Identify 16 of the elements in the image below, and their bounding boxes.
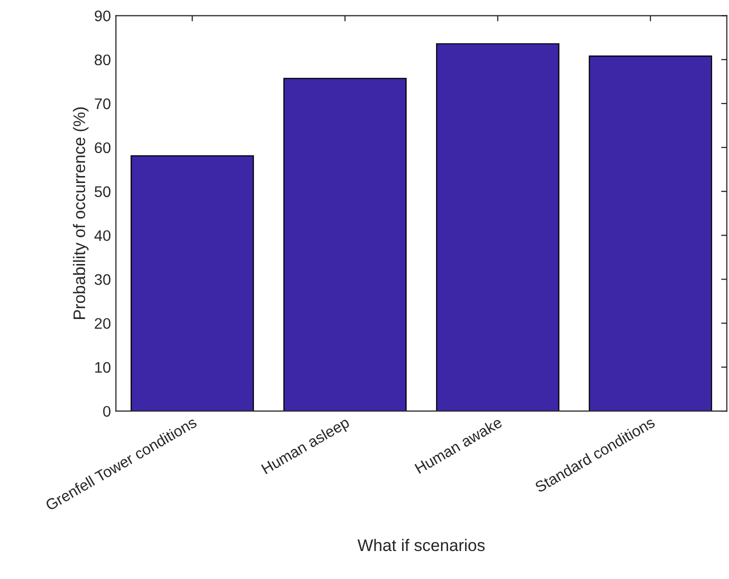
bar xyxy=(130,155,254,412)
y-tick-label: 50 xyxy=(94,186,110,198)
x-axis-title: What if scenarios xyxy=(358,538,485,552)
y-tick-label: 70 xyxy=(94,98,110,110)
y-tick-label: 10 xyxy=(95,362,110,373)
y-tick-label: 30 xyxy=(94,274,110,285)
y-tick-label: 0 xyxy=(103,406,110,417)
y-tick-label: 60 xyxy=(94,142,110,154)
y-tick-label: 20 xyxy=(94,318,110,329)
bar xyxy=(436,43,560,412)
y-axis-title: Probability of occurrence (%) xyxy=(72,107,89,319)
bar xyxy=(283,78,407,412)
y-tick-label: 80 xyxy=(94,54,110,66)
bar xyxy=(588,56,712,412)
y-tick-label: 90 xyxy=(94,10,110,22)
y-tick-label: 40 xyxy=(94,230,110,242)
